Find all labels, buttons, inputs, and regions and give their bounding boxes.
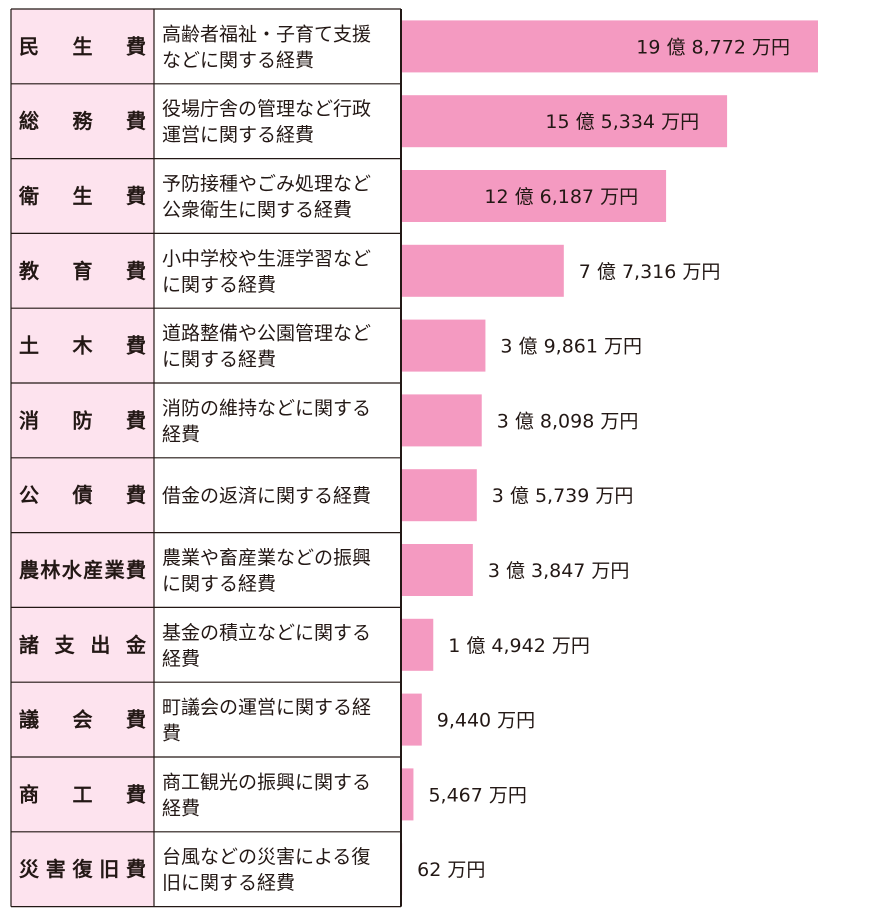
category-name-cell — [11, 158, 154, 234]
expenditure-bar — [402, 544, 473, 596]
value-label: 15 億 5,334 万円 — [545, 111, 699, 133]
category-name-cell — [11, 682, 154, 757]
category-name-cell — [11, 831, 154, 907]
category-description: 高齢者福祉・子育て支援 — [162, 23, 371, 45]
category-name: 災害復旧費 — [19, 857, 146, 881]
category-description: 費 — [162, 723, 181, 745]
value-label: 5,467 万円 — [428, 784, 526, 806]
category-name: 農林水産業費 — [19, 558, 146, 582]
category-description: 消防の維持などに関する — [162, 397, 371, 419]
expenditure-bar — [402, 20, 818, 73]
category-name-cell — [11, 233, 154, 309]
expenditure-bar — [402, 244, 564, 297]
expenditure-bar — [402, 768, 414, 821]
value-label: 1 億 4,942 万円 — [448, 635, 590, 657]
category-name-cell — [11, 9, 154, 84]
category-description: に関する経費 — [162, 274, 276, 296]
expenditure-bar — [402, 618, 434, 671]
category-name-cell — [11, 383, 154, 458]
category-name-cell — [11, 532, 154, 608]
category-description: 経費 — [162, 797, 200, 819]
value-label: 19 億 8,772 万円 — [636, 36, 790, 58]
category-name-cell — [11, 83, 154, 159]
category-name: 消 防 費 — [19, 408, 146, 432]
value-label: 12 億 6,187 万円 — [484, 186, 638, 208]
category-description: 台風などの災害による復 — [162, 846, 370, 868]
category-name: 衛 生 費 — [18, 184, 146, 208]
category-description: 農業や畜産業などの振興 — [162, 547, 371, 569]
category-description: 町議会の運営に関する経 — [162, 697, 371, 719]
value-label: 7 億 7,316 万円 — [579, 261, 721, 283]
category-name-cell — [11, 457, 154, 533]
category-name: 公 債 費 — [19, 483, 146, 507]
category-name: 民 生 費 — [19, 34, 146, 58]
category-description: などに関する経費 — [162, 49, 314, 71]
category-description: 基金の積立などに関する — [162, 622, 371, 644]
expenditure-bar — [402, 469, 477, 522]
category-description: に関する経費 — [162, 573, 276, 595]
category-description: 経費 — [162, 648, 200, 670]
value-label: 3 億 3,847 万円 — [488, 560, 630, 582]
category-description: 借金の返済に関する経費 — [162, 485, 371, 507]
expenditure-bar — [402, 170, 667, 222]
category-description: 商工観光の振興に関する — [162, 771, 371, 793]
category-description: 道路整備や公園管理など — [162, 323, 371, 345]
value-label: 3 億 5,739 万円 — [492, 485, 634, 507]
value-label: 3 億 8,098 万円 — [497, 410, 639, 432]
category-name: 教 育 費 — [19, 259, 146, 283]
value-label: 9,440 万円 — [437, 710, 535, 732]
value-label: 3 億 9,861 万円 — [500, 336, 642, 358]
category-description: 運営に関する経費 — [162, 124, 314, 146]
category-name-cell — [11, 308, 154, 383]
category-name: 総 務 費 — [19, 109, 146, 133]
expenditure-bar — [402, 394, 482, 447]
category-name-cell — [11, 607, 154, 683]
category-description: 旧に関する経費 — [162, 872, 295, 894]
category-description: 小中学校や生涯学習など — [162, 248, 371, 270]
category-description: 経費 — [162, 423, 200, 445]
category-description: に関する経費 — [162, 349, 276, 371]
category-description: 公衆衛生に関する経費 — [162, 199, 352, 221]
category-name: 土 木 費 — [19, 334, 146, 358]
value-label: 62 万円 — [417, 859, 485, 881]
expenditure-bar — [402, 319, 486, 372]
expenditure-bar — [402, 95, 728, 148]
category-name: 諸 支 出 金 — [19, 633, 147, 657]
category-description: 役場庁舎の管理など行政 — [162, 98, 371, 120]
category-description: 予防接種やごみ処理など — [162, 173, 371, 195]
expenditure-bar — [402, 693, 422, 746]
category-name: 商 工 費 — [19, 782, 146, 806]
category-name: 議 会 費 — [19, 708, 146, 732]
category-name-cell — [11, 757, 154, 832]
